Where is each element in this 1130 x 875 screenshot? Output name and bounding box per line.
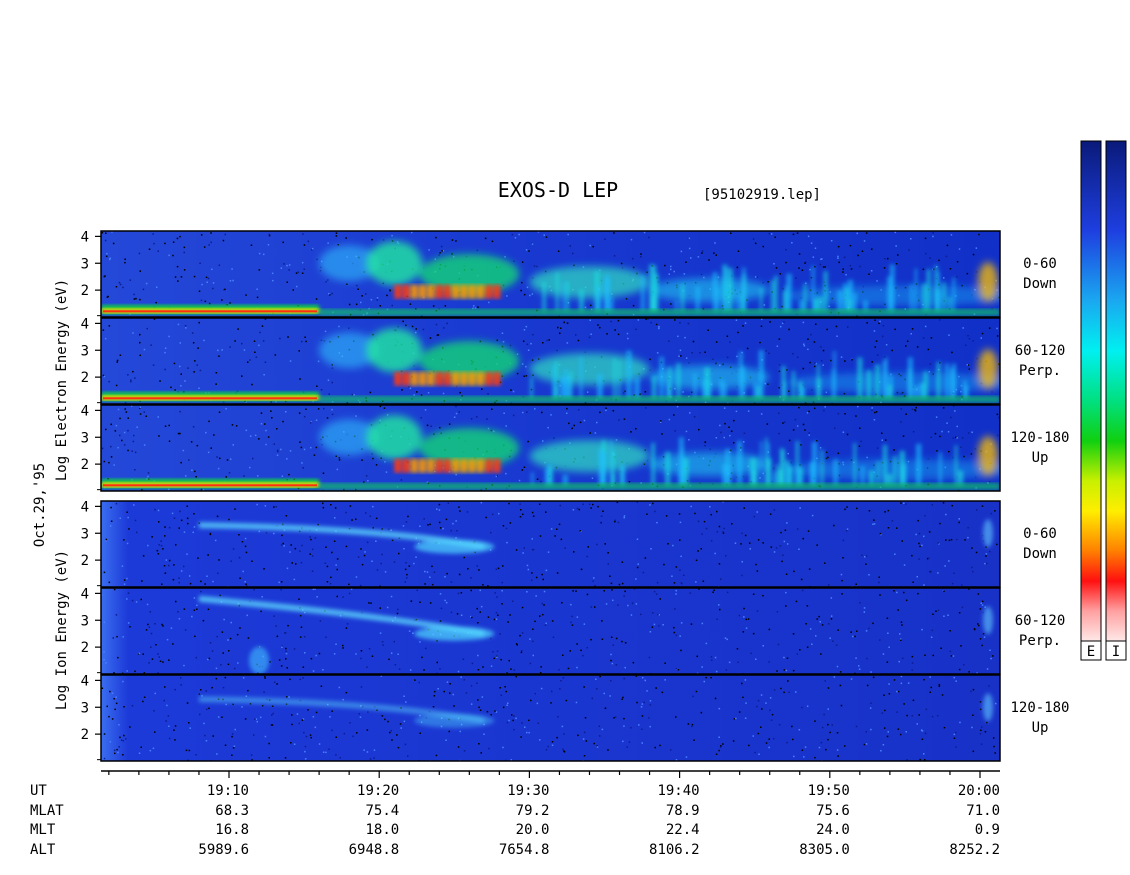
pitch-range-label: 120-180: [1010, 430, 1069, 446]
electron-panel-up: 4 3 2 120-180 Up: [81, 403, 1070, 492]
ytick-label: 2: [81, 640, 89, 656]
orbit-value-mlt: 22.4: [666, 822, 700, 838]
spectrogram-panels: 4 3 2 0-60 Down 4 3 2 60-120 Perp. 4 3 2 120-180 Up 4 3 2…: [81, 229, 1070, 762]
ytick-label: 3: [81, 343, 89, 359]
orbit-table: UT MLAT MLT ALT 19:10 68.3 16.8 5989.6 19:20 75.4…: [30, 783, 1000, 858]
ytick-label: 2: [81, 370, 89, 386]
orbit-row-label: ALT: [30, 842, 56, 858]
orbit-value-alt: 8305.0: [799, 842, 850, 858]
orbit-value-alt: 8106.2: [649, 842, 700, 858]
direction-label: Perp.: [1019, 633, 1061, 649]
direction-label: Perp.: [1019, 363, 1061, 379]
ytick-label: 2: [81, 727, 89, 743]
electron-panel-down: 4 3 2 0-60 Down: [81, 229, 1057, 318]
ytick-label: 2: [81, 553, 89, 569]
pitch-range-label: 0-60: [1023, 256, 1057, 272]
electron-ylabel: Log Electron Energy (eV): [54, 279, 70, 481]
ytick-label: 3: [81, 613, 89, 629]
orbit-value-mlat: 79.2: [516, 803, 550, 819]
color-scale: E I: [1080, 140, 1127, 661]
orbit-value-alt: 5989.6: [198, 842, 249, 858]
electron-colorbar: [1080, 140, 1102, 642]
pitch-range-label: 120-180: [1010, 700, 1069, 716]
orbit-value-ut: 19:40: [657, 783, 699, 799]
ytick-label: 3: [81, 256, 89, 272]
ion-ylabel: Log Ion Energy (eV): [54, 550, 70, 710]
electron-panel-perp: 4 3 2 60-120 Perp.: [81, 316, 1066, 405]
ion-colorbar: [1105, 140, 1127, 642]
date-label: Oct.29,'95: [32, 463, 48, 547]
orbit-value-ut: 19:10: [207, 783, 249, 799]
ytick-label: 4: [81, 403, 89, 419]
orbit-value-mlat: 75.4: [365, 803, 399, 819]
orbit-value-ut: 19:30: [507, 783, 549, 799]
orbit-value-mlt: 24.0: [816, 822, 850, 838]
direction-label: Up: [1032, 450, 1049, 466]
file-name: [95102919.lep]: [703, 187, 821, 203]
orbit-value-alt: 8252.2: [949, 842, 1000, 858]
colorbar-label-e: E: [1087, 644, 1095, 660]
orbit-value-mlt: 18.0: [365, 822, 399, 838]
ion-panel-down: 4 3 2 0-60 Down: [81, 499, 1057, 588]
orbit-value-alt: 6948.8: [349, 842, 400, 858]
orbit-row-label: UT: [30, 783, 47, 799]
ytick-label: 3: [81, 700, 89, 716]
ytick-label: 4: [81, 316, 89, 332]
orbit-value-mlt: 16.8: [215, 822, 249, 838]
ion-panel-perp: 4 3 2 60-120 Perp.: [81, 586, 1066, 675]
time-axis: [101, 770, 1000, 778]
colorbar-label-i: I: [1112, 644, 1120, 660]
orbit-value-mlat: 68.3: [215, 803, 249, 819]
orbit-row-label: MLAT: [30, 803, 64, 819]
orbit-value-mlt: 0.9: [975, 822, 1000, 838]
chart-title: EXOS-D LEP: [498, 178, 618, 202]
ytick-label: 4: [81, 499, 89, 515]
direction-label: Down: [1023, 546, 1057, 562]
ytick-label: 3: [81, 430, 89, 446]
electron-ylabel-text: Log Electron Energy (eV): [54, 279, 70, 481]
orbit-row-label: MLT: [30, 822, 56, 838]
ytick-label: 4: [81, 673, 89, 689]
ytick-label: 2: [81, 283, 89, 299]
orbit-value-alt: 7654.8: [499, 842, 550, 858]
ytick-label: 3: [81, 526, 89, 542]
direction-label: Up: [1032, 720, 1049, 736]
orbit-value-mlat: 75.6: [816, 803, 850, 819]
orbit-value-mlt: 20.0: [516, 822, 550, 838]
orbit-value-ut: 19:50: [808, 783, 850, 799]
pitch-range-label: 60-120: [1015, 343, 1066, 359]
ytick-label: 2: [81, 457, 89, 473]
pitch-range-label: 0-60: [1023, 526, 1057, 542]
ytick-label: 4: [81, 229, 89, 245]
ion-ylabel-text: Log Ion Energy (eV): [54, 550, 70, 710]
orbit-value-mlat: 78.9: [666, 803, 700, 819]
ion-panel-up: 4 3 2 120-180 Up: [81, 673, 1070, 762]
pitch-range-label: 60-120: [1015, 613, 1066, 629]
direction-label: Down: [1023, 276, 1057, 292]
ytick-label: 4: [81, 586, 89, 602]
orbit-value-ut: 20:00: [958, 783, 1000, 799]
orbit-value-mlat: 71.0: [966, 803, 1000, 819]
orbit-value-ut: 19:20: [357, 783, 399, 799]
